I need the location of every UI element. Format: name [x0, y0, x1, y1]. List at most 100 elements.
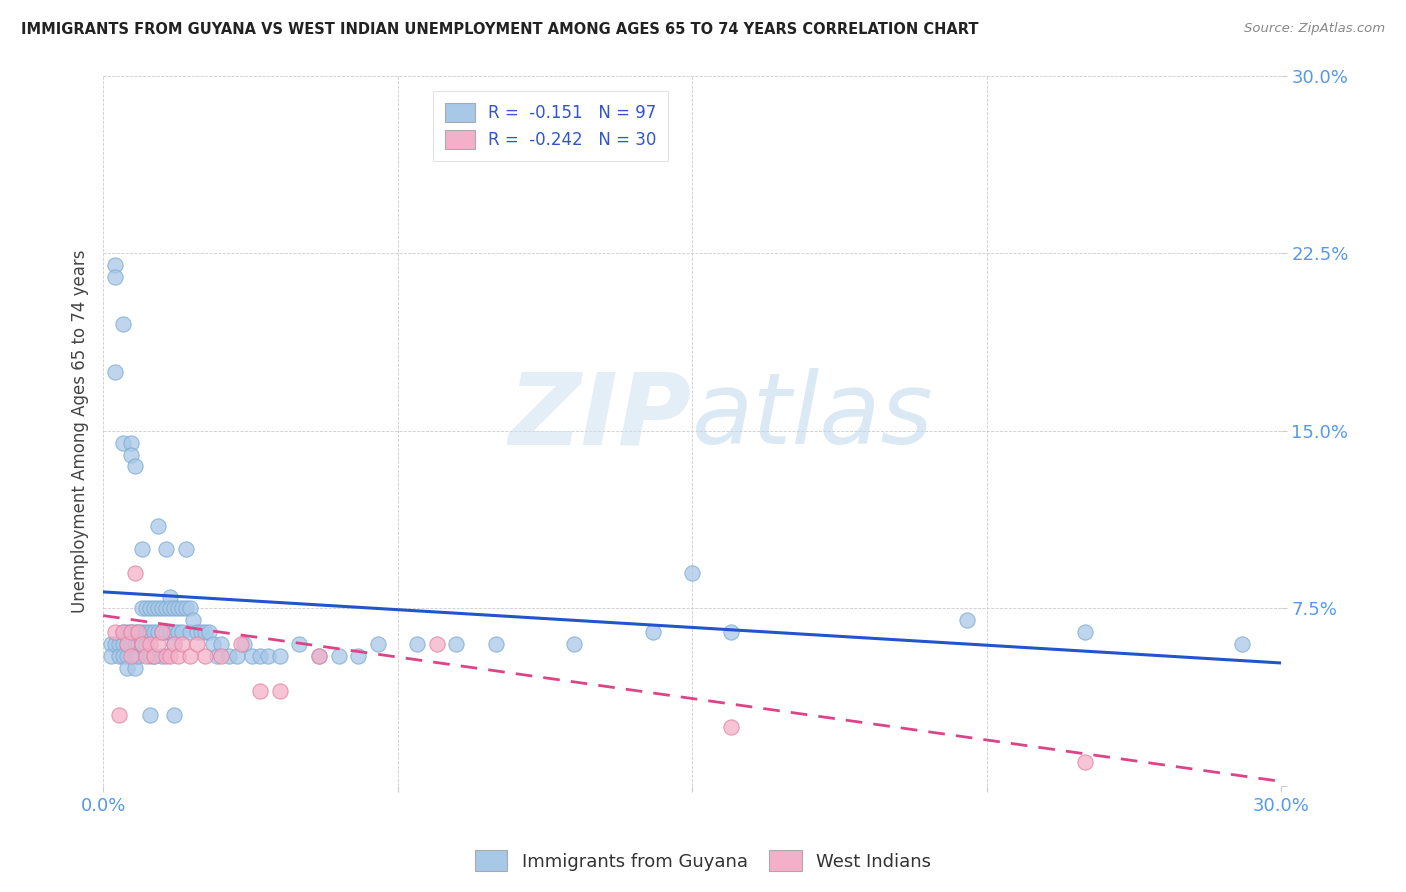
Point [229, 637, 252, 651]
Point [163, 637, 186, 651]
Point [681, 566, 703, 580]
Point [183, 613, 205, 627]
Point [124, 637, 146, 651]
Legend: Immigrants from Guyana, West Indians: Immigrants from Guyana, West Indians [468, 843, 938, 879]
Point [249, 684, 271, 698]
Point [111, 625, 134, 640]
Point [240, 648, 263, 663]
Point [139, 601, 162, 615]
Point [194, 648, 217, 663]
Point [209, 637, 232, 651]
Point [135, 648, 157, 663]
Point [1230, 637, 1253, 651]
Point [104, 258, 127, 272]
Point [163, 637, 186, 651]
Point [257, 648, 280, 663]
Point [163, 625, 186, 640]
Point [143, 648, 166, 663]
Point [155, 648, 177, 663]
Point [120, 448, 142, 462]
Point [179, 625, 201, 640]
Point [131, 542, 153, 557]
Point [186, 637, 208, 651]
Point [120, 625, 142, 640]
Point [124, 625, 146, 640]
Point [328, 648, 350, 663]
Point [170, 625, 193, 640]
Point [111, 435, 134, 450]
Point [139, 648, 162, 663]
Point [127, 637, 149, 651]
Point [446, 637, 468, 651]
Point [159, 648, 181, 663]
Point [120, 637, 142, 651]
Point [155, 542, 177, 557]
Text: ZIP: ZIP [509, 368, 692, 465]
Point [209, 648, 232, 663]
Point [956, 613, 979, 627]
Point [155, 601, 177, 615]
Point [367, 637, 389, 651]
Point [194, 625, 217, 640]
Legend: R =  -0.151   N = 97, R =  -0.242   N = 30: R = -0.151 N = 97, R = -0.242 N = 30 [433, 91, 668, 161]
Y-axis label: Unemployment Among Ages 65 to 74 years: Unemployment Among Ages 65 to 74 years [72, 249, 89, 613]
Point [100, 648, 122, 663]
Point [104, 637, 127, 651]
Point [155, 625, 177, 640]
Point [562, 637, 585, 651]
Point [218, 648, 240, 663]
Point [1073, 756, 1095, 770]
Point [288, 637, 311, 651]
Point [170, 637, 193, 651]
Point [131, 637, 153, 651]
Point [485, 637, 508, 651]
Point [135, 637, 157, 651]
Point [115, 648, 138, 663]
Point [127, 648, 149, 663]
Point [150, 648, 173, 663]
Point [115, 661, 138, 675]
Point [115, 625, 138, 640]
Point [111, 637, 134, 651]
Point [120, 648, 142, 663]
Point [406, 637, 429, 651]
Point [131, 637, 153, 651]
Point [225, 648, 247, 663]
Point [190, 625, 212, 640]
Point [127, 625, 149, 640]
Point [120, 625, 142, 640]
Point [249, 648, 271, 663]
Text: Source: ZipAtlas.com: Source: ZipAtlas.com [1244, 22, 1385, 36]
Point [143, 601, 166, 615]
Point [143, 648, 166, 663]
Point [308, 648, 330, 663]
Point [124, 661, 146, 675]
Point [104, 625, 127, 640]
Point [146, 625, 169, 640]
Point [186, 625, 208, 640]
Point [269, 684, 291, 698]
Point [233, 637, 256, 651]
Point [159, 601, 181, 615]
Point [131, 625, 153, 640]
Point [720, 720, 742, 734]
Point [139, 637, 162, 651]
Point [111, 317, 134, 331]
Point [159, 625, 181, 640]
Point [641, 625, 664, 640]
Point [308, 648, 330, 663]
Point [146, 601, 169, 615]
Point [426, 637, 449, 651]
Point [269, 648, 291, 663]
Point [198, 625, 221, 640]
Point [166, 601, 188, 615]
Point [135, 625, 157, 640]
Point [111, 648, 134, 663]
Point [146, 518, 169, 533]
Point [170, 601, 193, 615]
Point [108, 637, 131, 651]
Point [115, 637, 138, 651]
Point [159, 590, 181, 604]
Point [179, 648, 201, 663]
Point [111, 625, 134, 640]
